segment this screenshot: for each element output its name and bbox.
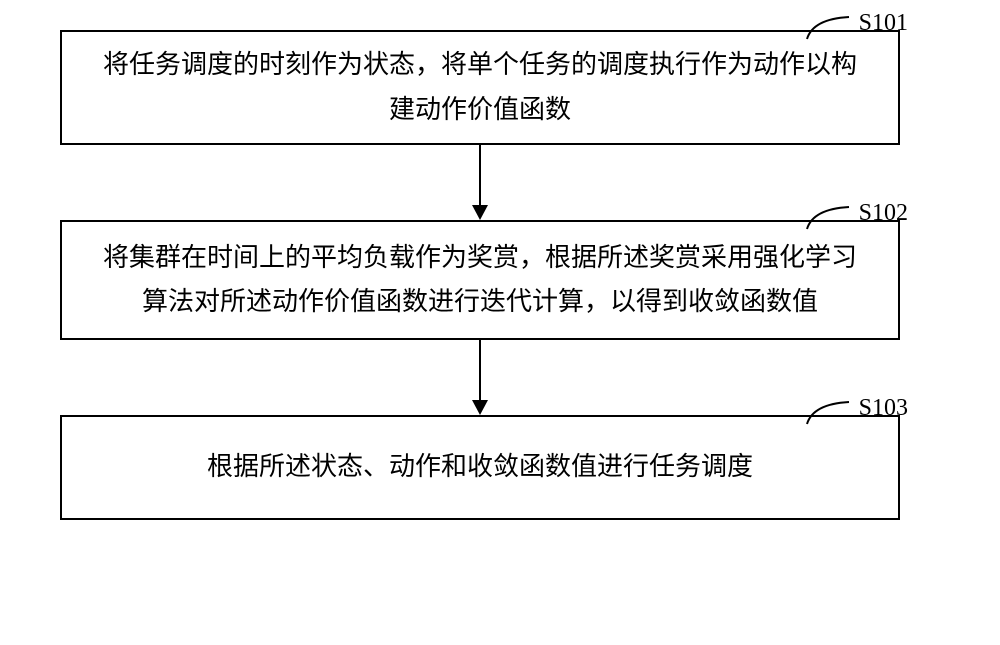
arrow-2 bbox=[60, 340, 900, 415]
step-box-s103: S103 根据所述状态、动作和收敛函数值进行任务调度 bbox=[60, 415, 900, 520]
label-connector-s101 bbox=[803, 11, 853, 41]
step-label: S102 bbox=[859, 200, 908, 227]
step-label: S103 bbox=[859, 395, 908, 422]
step-text: 根据所述状态、动作和收敛函数值进行任务调度 bbox=[207, 445, 753, 489]
step-text: 将任务调度的时刻作为状态，将单个任务的调度执行作为动作以构建动作价值函数 bbox=[92, 43, 868, 131]
step-box-s102: S102 将集群在时间上的平均负载作为奖赏，根据所述奖赏采用强化学习算法对所述动… bbox=[60, 220, 900, 340]
step-text: 将集群在时间上的平均负载作为奖赏，根据所述奖赏采用强化学习算法对所述动作价值函数… bbox=[92, 236, 868, 324]
step-label-wrap-s102: S102 bbox=[803, 200, 908, 231]
arrow-1 bbox=[60, 145, 900, 220]
arrow-icon bbox=[460, 340, 500, 415]
step-label-wrap-s101: S101 bbox=[803, 10, 908, 41]
arrow-icon bbox=[460, 145, 500, 220]
flowchart-container: S101 将任务调度的时刻作为状态，将单个任务的调度执行作为动作以构建动作价值函… bbox=[60, 30, 940, 520]
label-connector-s103 bbox=[803, 396, 853, 426]
label-connector-s102 bbox=[803, 201, 853, 231]
step-label-wrap-s103: S103 bbox=[803, 395, 908, 426]
step-label: S101 bbox=[859, 10, 908, 37]
step-box-s101: S101 将任务调度的时刻作为状态，将单个任务的调度执行作为动作以构建动作价值函… bbox=[60, 30, 900, 145]
